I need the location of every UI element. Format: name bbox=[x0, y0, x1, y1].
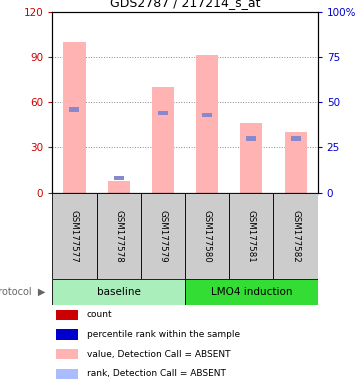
Text: rank, Detection Call = ABSENT: rank, Detection Call = ABSENT bbox=[87, 369, 226, 378]
Bar bbox=[196, 55, 218, 193]
Text: baseline: baseline bbox=[97, 287, 141, 297]
Bar bbox=[52, 193, 97, 279]
Text: GSM177577: GSM177577 bbox=[70, 210, 79, 262]
Bar bbox=[240, 123, 262, 193]
Text: GSM177582: GSM177582 bbox=[291, 210, 300, 262]
Bar bbox=[56, 329, 78, 339]
Bar bbox=[56, 349, 78, 359]
Bar bbox=[141, 193, 185, 279]
Text: GSM177580: GSM177580 bbox=[203, 210, 212, 262]
Bar bbox=[52, 279, 185, 305]
Bar bbox=[108, 181, 130, 193]
Bar bbox=[97, 193, 141, 279]
Text: GSM177579: GSM177579 bbox=[158, 210, 168, 262]
Bar bbox=[291, 136, 301, 141]
Bar bbox=[69, 107, 79, 111]
Bar bbox=[229, 193, 274, 279]
Title: GDS2787 / 217214_s_at: GDS2787 / 217214_s_at bbox=[110, 0, 260, 9]
Text: GSM177581: GSM177581 bbox=[247, 210, 256, 262]
Text: protocol  ▶: protocol ▶ bbox=[0, 287, 45, 297]
Bar bbox=[64, 42, 86, 193]
Bar bbox=[114, 176, 124, 180]
Bar bbox=[158, 111, 168, 115]
Text: LMO4 induction: LMO4 induction bbox=[210, 287, 292, 297]
Bar bbox=[246, 136, 256, 141]
Text: percentile rank within the sample: percentile rank within the sample bbox=[87, 330, 240, 339]
Text: GSM177578: GSM177578 bbox=[114, 210, 123, 262]
Bar bbox=[185, 193, 229, 279]
Text: value, Detection Call = ABSENT: value, Detection Call = ABSENT bbox=[87, 349, 230, 359]
Bar bbox=[284, 132, 306, 193]
Bar bbox=[274, 193, 318, 279]
Bar bbox=[56, 369, 78, 379]
Bar bbox=[152, 87, 174, 193]
Bar bbox=[202, 113, 212, 117]
Bar bbox=[56, 310, 78, 320]
Bar bbox=[185, 279, 318, 305]
Text: count: count bbox=[87, 310, 112, 319]
